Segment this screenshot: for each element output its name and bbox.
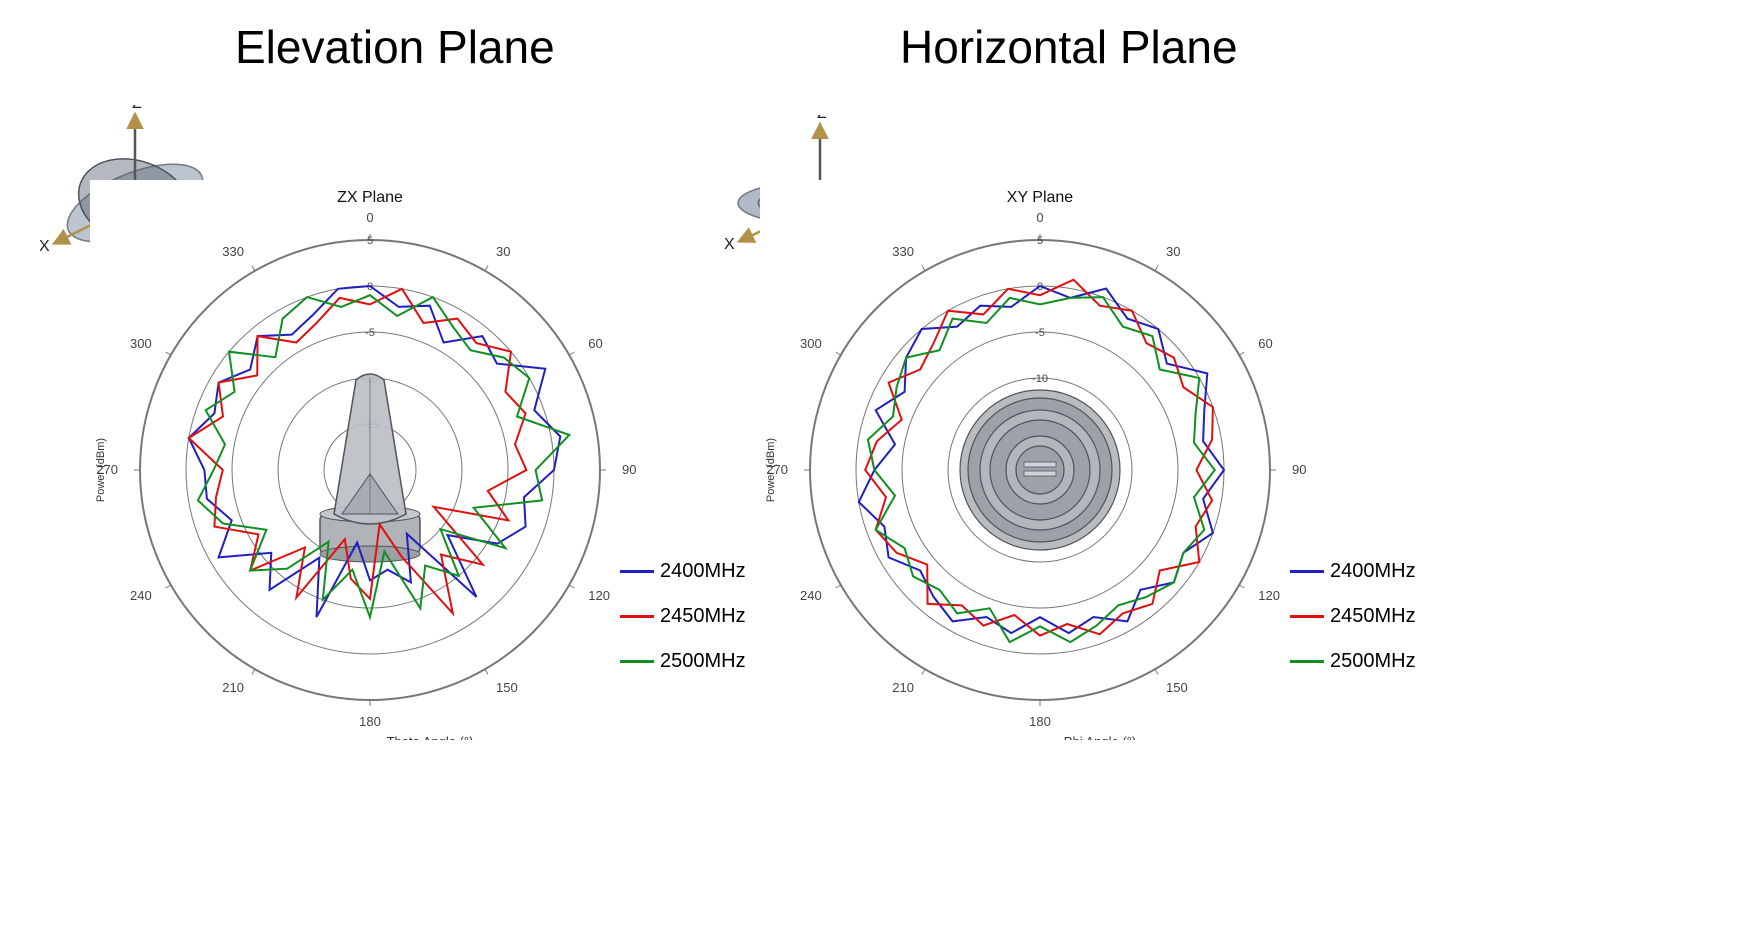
angle-tick-label: 210 bbox=[222, 680, 244, 695]
legend-swatch bbox=[1290, 615, 1324, 618]
axis-z-label: Z bbox=[132, 105, 142, 112]
legend-label: 2450MHz bbox=[1330, 605, 1416, 628]
angle-tick-label: 120 bbox=[1258, 588, 1280, 603]
radial-axis-title: Power (dBm) bbox=[765, 438, 777, 502]
angle-tick-label: 300 bbox=[130, 336, 152, 351]
angle-tick-label: 30 bbox=[1166, 244, 1180, 259]
polar-chart-left: ZX Plane50-5-10-150306090120150180210240… bbox=[90, 180, 650, 740]
legend-item: 2400MHz bbox=[620, 560, 746, 583]
chart-subtitle: XY Plane bbox=[1007, 189, 1074, 206]
legend-item: 2450MHz bbox=[620, 605, 746, 628]
axis-x-label: X bbox=[724, 236, 735, 253]
radial-tick-label: -5 bbox=[1035, 327, 1045, 339]
radial-tick-label: -10 bbox=[1032, 373, 1048, 385]
legend-swatch bbox=[620, 570, 654, 573]
angle-tick-label: 150 bbox=[1166, 680, 1188, 695]
title-right: Horizontal Plane bbox=[900, 20, 1238, 74]
angle-tick-label: 0 bbox=[1036, 210, 1043, 225]
angle-tick-label: 180 bbox=[359, 714, 381, 729]
angle-tick-label: 60 bbox=[1258, 336, 1272, 351]
angle-tick-label: 0 bbox=[366, 210, 373, 225]
title-left: Elevation Plane bbox=[235, 20, 555, 74]
legend-left: 2400MHz 2450MHz 2500MHz bbox=[620, 560, 746, 695]
angle-axis-title: Theta Angle (°) bbox=[387, 734, 474, 740]
page-root: Elevation Plane Horizontal Plane Z X Y bbox=[0, 0, 1760, 944]
legend-swatch bbox=[1290, 570, 1324, 573]
legend-item: 2500MHz bbox=[620, 650, 746, 673]
angle-tick-label: 300 bbox=[800, 336, 822, 351]
legend-swatch bbox=[620, 660, 654, 663]
legend-label: 2500MHz bbox=[1330, 650, 1416, 673]
legend-swatch bbox=[1290, 660, 1324, 663]
radial-tick-label: -5 bbox=[365, 327, 375, 339]
legend-label: 2500MHz bbox=[660, 650, 746, 673]
legend-item: 2400MHz bbox=[1290, 560, 1416, 583]
chart-subtitle: ZX Plane bbox=[337, 189, 403, 206]
legend-right: 2400MHz 2450MHz 2500MHz bbox=[1290, 560, 1416, 695]
angle-tick-label: 90 bbox=[1292, 462, 1306, 477]
legend-label: 2400MHz bbox=[660, 560, 746, 583]
axis-x-label: X bbox=[40, 238, 50, 255]
angle-tick-label: 330 bbox=[892, 244, 914, 259]
angle-tick-label: 90 bbox=[622, 462, 636, 477]
center-antenna-top-icon bbox=[960, 390, 1120, 550]
angle-tick-label: 210 bbox=[892, 680, 914, 695]
legend-swatch bbox=[620, 615, 654, 618]
legend-item: 2450MHz bbox=[1290, 605, 1416, 628]
radial-axis-title: Power (dBm) bbox=[95, 438, 107, 502]
angle-tick-label: 330 bbox=[222, 244, 244, 259]
legend-item: 2500MHz bbox=[1290, 650, 1416, 673]
angle-tick-label: 30 bbox=[496, 244, 510, 259]
angle-tick-label: 180 bbox=[1029, 714, 1051, 729]
angle-tick-label: 60 bbox=[588, 336, 602, 351]
legend-label: 2450MHz bbox=[660, 605, 746, 628]
angle-tick-label: 150 bbox=[496, 680, 518, 695]
polar-chart-right: XY Plane50-5-10-150306090120150180210240… bbox=[760, 180, 1320, 740]
angle-tick-label: 240 bbox=[130, 588, 152, 603]
angle-axis-title: Phi Angle (°) bbox=[1064, 734, 1136, 740]
axis-z-label: Z bbox=[817, 115, 827, 122]
angle-tick-label: 120 bbox=[588, 588, 610, 603]
angle-tick-label: 240 bbox=[800, 588, 822, 603]
legend-label: 2400MHz bbox=[1330, 560, 1416, 583]
